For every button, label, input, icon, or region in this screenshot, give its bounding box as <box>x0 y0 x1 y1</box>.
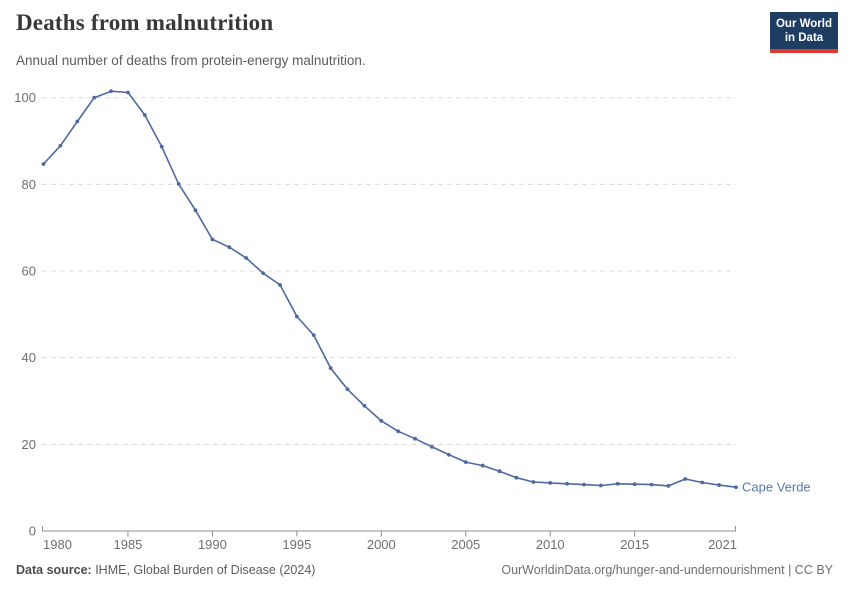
data-point <box>126 90 130 95</box>
x-axis-tick-label: 1985 <box>113 537 142 552</box>
data-point <box>142 113 147 117</box>
data-source-label: Data source: <box>16 563 92 577</box>
x-axis-tick-label: 2021 <box>708 537 737 552</box>
data-point <box>497 469 502 474</box>
data-point <box>430 445 434 449</box>
data-point <box>582 482 586 487</box>
data-point <box>210 237 215 242</box>
data-point <box>278 282 282 287</box>
data-point <box>666 484 671 488</box>
chart-subtitle: Annual number of deaths from protein-ene… <box>16 53 366 68</box>
data-point <box>58 143 63 148</box>
x-axis-tick-label: 2015 <box>620 537 649 552</box>
x-axis-tick-label: 2010 <box>536 537 565 552</box>
data-point <box>480 463 485 468</box>
data-point <box>176 182 181 186</box>
x-axis-tick-label: 1980 <box>43 537 72 552</box>
y-axis-tick-label: 100 <box>14 90 36 105</box>
y-axis-tick-label: 40 <box>22 350 36 365</box>
owid-logo-line1: Our World <box>775 18 832 30</box>
y-axis-tick-label: 0 <box>29 524 36 539</box>
series-line <box>42 90 737 488</box>
data-point <box>548 481 553 485</box>
chart-footer: Data source: IHME, Global Burden of Dise… <box>16 563 833 577</box>
data-point <box>396 429 401 434</box>
data-point <box>311 333 316 338</box>
data-point <box>649 482 654 487</box>
data-point <box>463 460 468 465</box>
data-point <box>159 144 164 149</box>
x-axis-tick-label: 1990 <box>198 537 227 552</box>
data-point <box>261 271 265 276</box>
data-point <box>717 483 722 487</box>
y-axis-tick-label: 20 <box>22 437 36 452</box>
page-title: Deaths from malnutrition <box>16 10 274 35</box>
data-point <box>446 452 451 457</box>
series-label: Cape Verde <box>742 480 811 495</box>
data-point <box>109 89 113 94</box>
data-point <box>598 483 603 488</box>
data-point <box>514 475 519 480</box>
data-point <box>565 481 569 486</box>
data-point <box>632 482 637 487</box>
data-point <box>41 162 46 166</box>
data-source-note: Data source: IHME, Global Burden of Dise… <box>16 563 315 577</box>
data-point <box>294 314 299 319</box>
data-point <box>328 366 333 370</box>
data-point <box>700 480 705 485</box>
y-axis-tick-label: 80 <box>22 177 36 192</box>
y-axis-tick-label: 60 <box>22 264 36 279</box>
data-point <box>244 256 249 260</box>
data-point <box>531 480 536 484</box>
x-axis-tick-label: 2005 <box>451 537 480 552</box>
x-axis-tick-label: 1995 <box>282 537 311 552</box>
owid-logo-line2: in Data <box>784 32 824 45</box>
data-point <box>345 387 350 392</box>
data-point <box>92 95 97 100</box>
data-point <box>683 477 688 481</box>
credit-url: OurWorldinData.org/hunger-and-undernouri… <box>501 563 833 577</box>
data-point <box>379 419 384 423</box>
data-source-text: IHME, Global Burden of Disease (2024) <box>91 563 316 577</box>
data-point <box>734 485 738 490</box>
data-point <box>615 481 620 486</box>
data-point <box>362 403 367 408</box>
data-point <box>413 436 417 441</box>
data-point <box>75 119 80 124</box>
owid-logo: Our World in Data <box>770 12 838 54</box>
data-point <box>193 208 198 213</box>
data-point <box>227 245 232 250</box>
x-axis-tick-label: 2000 <box>367 537 396 552</box>
